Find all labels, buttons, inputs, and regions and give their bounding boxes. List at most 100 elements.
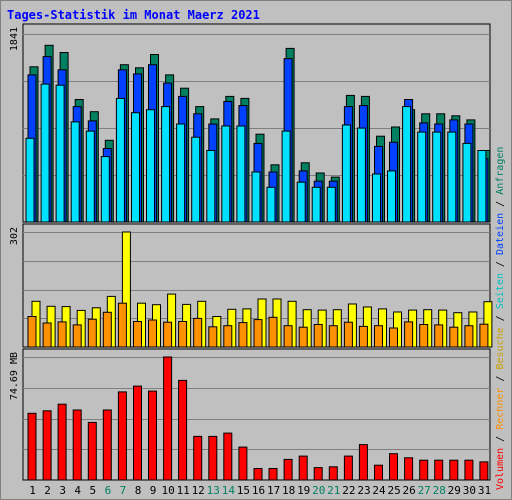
bar-volumen-3 bbox=[57, 403, 67, 481]
x-tick-23: 23 bbox=[357, 484, 370, 497]
bar-rechner-1 bbox=[27, 316, 37, 348]
bar-rechner-16 bbox=[253, 319, 263, 348]
legend-anfragen: Anfragen bbox=[495, 147, 506, 195]
right-legend: Volumen / Rechner / Besuche / Seiten / D… bbox=[495, 147, 506, 490]
bar-rechner-14 bbox=[223, 325, 233, 348]
x-tick-30: 30 bbox=[463, 484, 476, 497]
bar-volumen-15 bbox=[238, 446, 248, 481]
bar-volumen-30 bbox=[464, 459, 474, 481]
legend-sep-4: / bbox=[495, 261, 506, 267]
bar-volumen-21 bbox=[328, 466, 338, 481]
bar-seiten-19 bbox=[296, 181, 306, 223]
bar-rechner-5 bbox=[87, 318, 97, 348]
bar-rechner-7 bbox=[117, 302, 127, 348]
bar-seiten-5 bbox=[85, 130, 95, 223]
x-tick-21: 21 bbox=[327, 484, 340, 497]
bar-seiten-10 bbox=[161, 106, 171, 223]
chart-title: Tages-Statistik im Monat Maerz 2021 bbox=[7, 8, 260, 22]
y-max-label-1: 1841 bbox=[9, 27, 20, 51]
bar-seiten-22 bbox=[341, 124, 351, 223]
x-tick-25: 25 bbox=[387, 484, 400, 497]
y-max-labels: 1841 302 74.69 MB bbox=[9, 27, 20, 400]
bar-volumen-29 bbox=[449, 459, 459, 481]
bar-rechner-8 bbox=[133, 321, 142, 348]
bar-seiten-13 bbox=[206, 150, 216, 223]
bar-rechner-30 bbox=[464, 325, 474, 348]
bar-rechner-31 bbox=[479, 323, 489, 348]
legend-volumen: Volumen bbox=[495, 448, 506, 490]
x-tick-22: 22 bbox=[342, 484, 355, 497]
x-tick-17: 17 bbox=[267, 484, 280, 497]
bar-volumen-31 bbox=[479, 461, 489, 481]
bar-seiten-3 bbox=[55, 84, 65, 223]
bar-volumen-17 bbox=[268, 468, 278, 481]
bar-volumen-19 bbox=[298, 455, 308, 481]
x-tick-5: 5 bbox=[89, 484, 96, 497]
legend-besuche: Besuche bbox=[495, 327, 506, 369]
bar-rechner-28 bbox=[434, 324, 444, 348]
bar-rechner-19 bbox=[298, 326, 308, 348]
bar-rechner-20 bbox=[313, 324, 323, 348]
legend-sep-3: / bbox=[495, 315, 506, 321]
bar-rechner-9 bbox=[148, 319, 157, 348]
bar-volumen-8 bbox=[133, 385, 142, 481]
bar-volumen-26 bbox=[404, 457, 414, 481]
x-tick-2: 2 bbox=[44, 484, 51, 497]
bar-seiten-17 bbox=[266, 186, 276, 223]
x-tick-29: 29 bbox=[448, 484, 461, 497]
bar-volumen-1 bbox=[27, 412, 37, 481]
legend-seiten: Seiten bbox=[495, 273, 506, 309]
legend-sep-1: / bbox=[495, 436, 506, 442]
legend-sep-2: / bbox=[495, 376, 506, 382]
x-tick-12: 12 bbox=[192, 484, 205, 497]
x-tick-14: 14 bbox=[222, 484, 236, 497]
legend-dateien: Dateien bbox=[495, 213, 506, 255]
bar-volumen-9 bbox=[148, 390, 157, 481]
bar-seiten-1 bbox=[25, 137, 35, 223]
bar-rechner-25 bbox=[389, 327, 398, 348]
x-tick-11: 11 bbox=[177, 484, 190, 497]
bar-volumen-5 bbox=[87, 421, 97, 481]
bar-seiten-26 bbox=[402, 106, 412, 223]
bar-volumen-20 bbox=[313, 467, 323, 481]
bar-volumen-13 bbox=[208, 435, 218, 481]
bar-rechner-23 bbox=[358, 325, 368, 348]
bar-rechner-10 bbox=[163, 321, 173, 348]
x-tick-8: 8 bbox=[135, 484, 142, 497]
bar-seiten-4 bbox=[70, 121, 80, 223]
bar-rechner-24 bbox=[374, 325, 383, 348]
bar-rechner-29 bbox=[449, 326, 459, 348]
bar-seiten-29 bbox=[447, 131, 457, 223]
bar-seiten-7 bbox=[115, 97, 125, 223]
bar-volumen-11 bbox=[178, 379, 188, 481]
bar-volumen-24 bbox=[374, 464, 383, 481]
bar-seiten-24 bbox=[372, 173, 381, 223]
x-tick-26: 26 bbox=[402, 484, 415, 497]
bar-volumen-27 bbox=[419, 459, 429, 481]
x-tick-7: 7 bbox=[120, 484, 127, 497]
bar-volumen-6 bbox=[102, 409, 112, 481]
bar-seiten-18 bbox=[281, 130, 291, 223]
bar-rechner-2 bbox=[42, 322, 52, 348]
bar-rechner-6 bbox=[102, 311, 112, 348]
legend-sep-5: / bbox=[495, 201, 506, 207]
bar-seiten-11 bbox=[176, 123, 186, 223]
bar-volumen-28 bbox=[434, 459, 444, 481]
bar-seiten-30 bbox=[462, 142, 472, 223]
bar-rechner-12 bbox=[193, 317, 203, 348]
x-tick-24: 24 bbox=[372, 484, 386, 497]
bar-volumen-22 bbox=[343, 455, 353, 481]
y-max-label-3: 74.69 MB bbox=[9, 352, 20, 400]
bar-volumen-16 bbox=[253, 468, 263, 481]
x-tick-labels: 1 2 3 4 5 6 7 8 9 10 11 12 13 14 15 16 17 18 19 20 21 22 23 24 2… bbox=[29, 484, 491, 497]
bar-volumen-18 bbox=[283, 458, 293, 481]
bar-seiten-6 bbox=[100, 156, 110, 223]
x-tick-6: 6 bbox=[105, 484, 112, 497]
bar-seiten-31 bbox=[477, 150, 487, 223]
x-tick-9: 9 bbox=[150, 484, 157, 497]
x-tick-20: 20 bbox=[312, 484, 325, 497]
bar-rechner-26 bbox=[404, 321, 414, 348]
x-tick-31: 31 bbox=[478, 484, 491, 497]
x-tick-19: 19 bbox=[297, 484, 310, 497]
bar-volumen-4 bbox=[72, 409, 82, 481]
